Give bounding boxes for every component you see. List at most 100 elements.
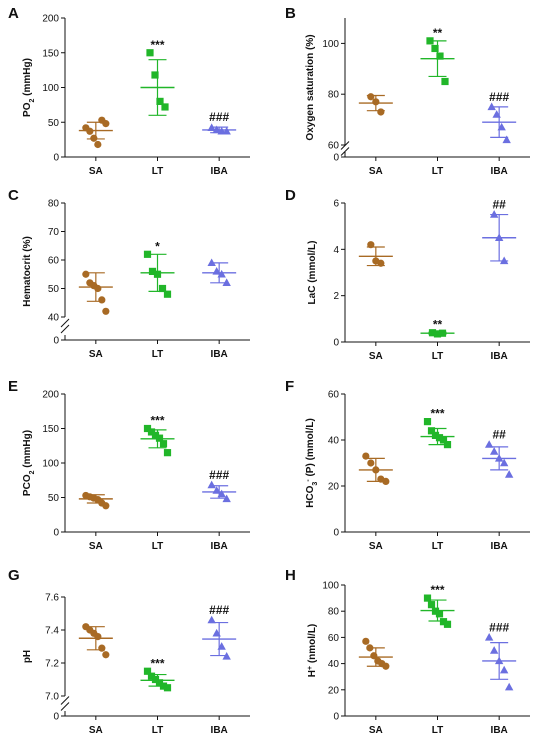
data-point bbox=[499, 665, 509, 674]
series-lt: *** bbox=[140, 414, 175, 457]
y-axis-title: PO2 (mmHg) bbox=[22, 58, 36, 117]
x-category-label: LT bbox=[432, 541, 443, 552]
data-point bbox=[207, 480, 216, 489]
axis-break-mark bbox=[60, 702, 70, 711]
x-category-label: IBA bbox=[491, 725, 508, 736]
significance-marker: *** bbox=[150, 656, 164, 670]
data-point bbox=[159, 440, 168, 448]
y-axis-title: Oxygen saturation (%) bbox=[305, 34, 316, 140]
x-category-label: LT bbox=[152, 725, 163, 736]
y-axis-title-main: PCO bbox=[22, 474, 33, 496]
significance-marker: ## bbox=[492, 428, 506, 442]
axis-break-mark bbox=[60, 696, 70, 705]
panel-a: A 0 50 100 150 200 PO2 (mmHg) SA LT IBA *** ### bbox=[8, 5, 250, 177]
series-iba: ### bbox=[202, 110, 237, 135]
data-point bbox=[82, 270, 90, 278]
data-point bbox=[441, 77, 449, 86]
y-tick-label: 0 bbox=[333, 528, 339, 539]
data-point bbox=[382, 662, 390, 670]
significance-marker: ### bbox=[489, 90, 509, 104]
y-tick-label: 4 bbox=[333, 245, 339, 256]
data-point bbox=[436, 52, 444, 60]
y-tick-label: 7.2 bbox=[45, 659, 59, 670]
y-axis-title-main: HCO bbox=[305, 485, 316, 507]
data-point bbox=[367, 459, 375, 467]
data-point bbox=[443, 620, 452, 628]
data-point bbox=[102, 651, 110, 659]
panel-e: E 0 50 100 150 200 PCO2 (mmHg) SA LT IBA *** ### bbox=[8, 378, 250, 552]
data-point bbox=[489, 646, 499, 654]
significance-marker: ** bbox=[433, 26, 443, 40]
y-axis-title-subscript: 2 bbox=[29, 470, 36, 474]
y-tick-label: 7.4 bbox=[45, 626, 59, 637]
data-point bbox=[427, 427, 436, 435]
y-tick-label: 40 bbox=[328, 659, 340, 670]
data-point bbox=[102, 502, 110, 510]
panel-b: B 060 80 100 Oxygen saturation (%) SA LT IBA ** #… bbox=[285, 5, 530, 177]
panel-letter: G bbox=[8, 567, 20, 584]
y-axis-title: pH bbox=[22, 650, 33, 663]
data-point bbox=[207, 615, 216, 624]
significance-marker: ## bbox=[492, 198, 506, 212]
y-tick-label: 0 bbox=[53, 153, 59, 164]
panel-letter: C bbox=[8, 187, 19, 204]
data-point bbox=[151, 675, 160, 684]
y-tick-label: 70 bbox=[48, 227, 60, 238]
data-point bbox=[143, 250, 152, 258]
series-sa bbox=[78, 623, 113, 659]
series-lt: ** bbox=[420, 26, 455, 86]
y-tick-label: 7.6 bbox=[45, 593, 59, 604]
y-axis-title-main: PO bbox=[22, 102, 33, 117]
y-tick-label: 200 bbox=[42, 390, 59, 401]
panel-letter: B bbox=[285, 5, 296, 22]
data-point bbox=[502, 135, 511, 144]
data-point bbox=[499, 458, 509, 467]
x-category-label: LT bbox=[152, 166, 163, 177]
panel-f: F 0 20 40 60 HCO3- (P) (mmol/L) SA LT IBA *** ## bbox=[285, 378, 530, 552]
series-iba: ## bbox=[482, 198, 517, 265]
data-point bbox=[489, 447, 499, 455]
x-category-label: SA bbox=[369, 166, 383, 177]
y-tick-label: 20 bbox=[328, 482, 340, 493]
data-point bbox=[435, 610, 444, 618]
x-category-label: LT bbox=[432, 725, 443, 736]
x-category-label: IBA bbox=[211, 725, 228, 736]
data-point bbox=[431, 431, 440, 439]
data-point bbox=[146, 49, 154, 57]
data-point bbox=[382, 477, 390, 485]
y-tick-label: 0 bbox=[333, 338, 339, 349]
x-category-label: SA bbox=[89, 541, 103, 552]
y-tick-label: 60 bbox=[328, 390, 340, 401]
y-tick-label: 40 bbox=[328, 436, 340, 447]
significance-marker: *** bbox=[150, 38, 164, 52]
y-tick-label: 50 bbox=[48, 284, 60, 295]
data-point bbox=[435, 434, 444, 442]
y-axis-title-main: H bbox=[307, 670, 318, 677]
y-tick-label: 100 bbox=[322, 39, 339, 50]
x-category-label: IBA bbox=[491, 541, 508, 552]
x-category-label: SA bbox=[89, 166, 103, 177]
y-tick-label: 40 bbox=[48, 313, 60, 324]
data-point bbox=[161, 103, 169, 111]
series-iba: ### bbox=[202, 603, 237, 660]
data-point bbox=[158, 284, 167, 293]
x-category-label: SA bbox=[89, 725, 103, 736]
series-lt: *** bbox=[420, 583, 455, 628]
data-point bbox=[98, 644, 106, 652]
y-tick-label: 2 bbox=[333, 291, 339, 302]
significance-marker: ** bbox=[433, 317, 443, 331]
x-category-label: LT bbox=[152, 349, 163, 360]
data-point bbox=[151, 431, 160, 439]
y-axis-title: H+ (nmol/L) bbox=[307, 624, 319, 678]
axis-break-mark bbox=[340, 147, 350, 156]
panel-g: G 0 7.0 7.2 7.4 7.6 pH SA LT IBA *** ### bbox=[8, 567, 250, 736]
series-sa bbox=[78, 270, 113, 315]
x-category-label: LT bbox=[432, 351, 443, 362]
data-point bbox=[443, 441, 452, 449]
data-point bbox=[148, 267, 157, 275]
axis-break-mark bbox=[60, 318, 70, 328]
data-point bbox=[484, 440, 494, 448]
significance-marker: ### bbox=[489, 620, 509, 634]
series-sa bbox=[358, 637, 393, 670]
